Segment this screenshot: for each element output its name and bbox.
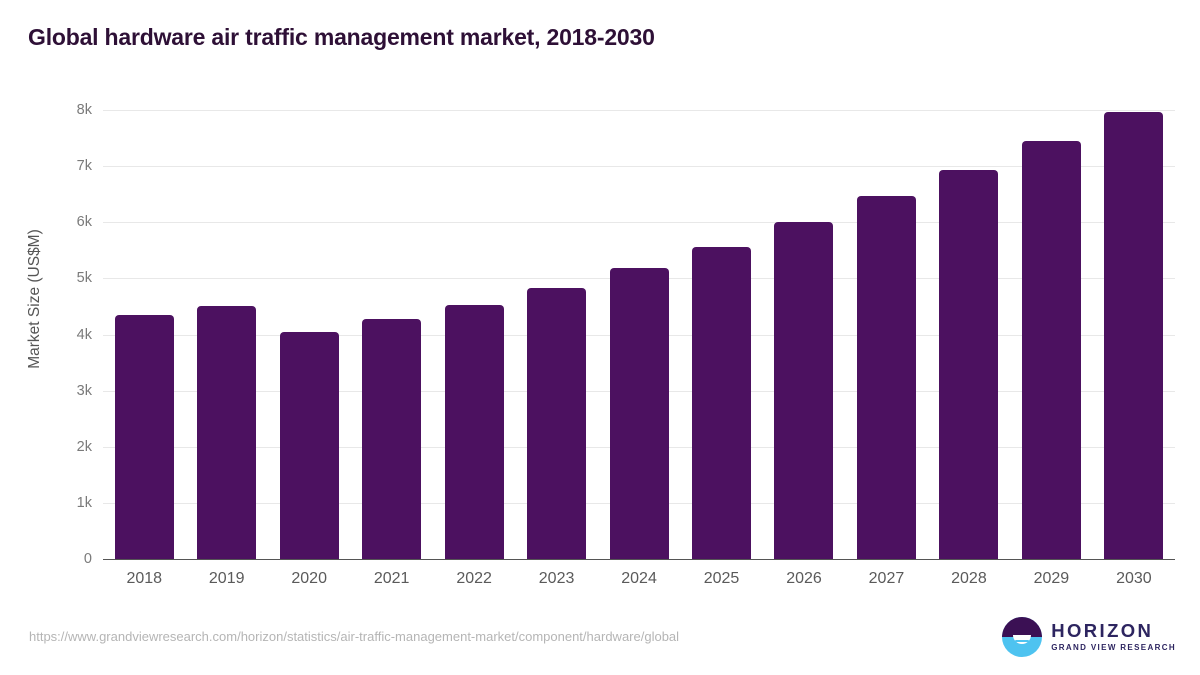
page-title: Global hardware air traffic management m…: [28, 24, 655, 50]
y-tick-label: 4k: [76, 326, 92, 343]
logo-name: HORIZON: [1051, 619, 1154, 641]
x-tick-label: 2028: [951, 570, 987, 587]
bar-slot: [598, 110, 680, 559]
gridline: [103, 110, 1175, 111]
bar-2019[interactable]: [197, 305, 257, 559]
bar-2023[interactable]: [527, 287, 587, 559]
bar-slot: [763, 110, 845, 559]
bar-slot: [185, 110, 267, 559]
x-tick-label: 2029: [1033, 570, 1070, 587]
x-axis-labels: 2018 2019 2020 2021 2022 2023 2024 2025 2026 2027…: [103, 570, 1175, 588]
y-tick-label: 0: [83, 551, 92, 567]
y-tick-label: 1k: [76, 494, 92, 511]
x-tick-label: 2026: [786, 570, 822, 587]
bars-group: [103, 110, 1175, 559]
bar-slot: [1010, 110, 1092, 559]
plot-area: Market Size (US$M) 0 1k 2k 3k 4k 5k 6k 7k 8k 201…: [0, 90, 1200, 590]
bar-slot: [680, 110, 762, 559]
bar-2021[interactable]: [362, 319, 422, 559]
bar-slot: [433, 110, 515, 559]
bar-2028[interactable]: [939, 169, 999, 559]
gridline: [103, 166, 1175, 168]
bar-slot: [268, 110, 350, 559]
x-tick-label: 2025: [703, 570, 740, 587]
gridline: [103, 222, 1175, 224]
bar-slot: [103, 110, 185, 559]
bar-2029[interactable]: [1021, 141, 1081, 559]
bar-2026[interactable]: [774, 221, 834, 559]
bar-2018[interactable]: [114, 314, 174, 559]
x-tick-label: 2024: [621, 570, 657, 587]
bar-2020[interactable]: [279, 331, 339, 559]
bar-slot: [350, 110, 432, 559]
x-tick-label: 2019: [208, 570, 245, 587]
y-tick-label: 3k: [76, 382, 92, 399]
source-url[interactable]: https://www.grandviewresearch.com/horizo…: [29, 629, 680, 644]
horizon-sun-icon: [1002, 617, 1043, 657]
y-tick-label: 7k: [76, 158, 92, 175]
bar-2025[interactable]: [692, 246, 752, 559]
x-tick-label: 2018: [126, 570, 163, 587]
axis-baseline: [103, 559, 1175, 560]
bar-slot: [1093, 110, 1175, 559]
x-tick-label: 2020: [291, 570, 327, 587]
bar-slot: [845, 110, 927, 559]
logo-tagline: GRAND VIEW RESEARCH: [1051, 643, 1176, 653]
y-tick-label: 8k: [76, 102, 92, 118]
x-tick-label: 2023: [538, 570, 575, 587]
bar-2027[interactable]: [856, 196, 916, 559]
bar-slot: [515, 110, 597, 559]
y-tick-label: 6k: [76, 214, 92, 231]
x-tick-label: 2027: [868, 570, 905, 587]
x-tick-label: 2022: [456, 570, 492, 587]
y-tick-label: 2k: [76, 438, 92, 455]
brand-logo: HORIZON GRAND VIEW RESEARCH: [1002, 617, 1176, 657]
bar-2022[interactable]: [444, 305, 504, 559]
x-tick-label: 2021: [373, 570, 410, 587]
logo-text: HORIZON GRAND VIEW RESEARCH: [1051, 619, 1176, 653]
bar-slot: [928, 110, 1010, 559]
y-tick-label: 5k: [76, 270, 92, 287]
bar-2024[interactable]: [609, 267, 669, 559]
bar-2030[interactable]: [1104, 112, 1164, 559]
x-tick-label: 2030: [1116, 570, 1152, 587]
